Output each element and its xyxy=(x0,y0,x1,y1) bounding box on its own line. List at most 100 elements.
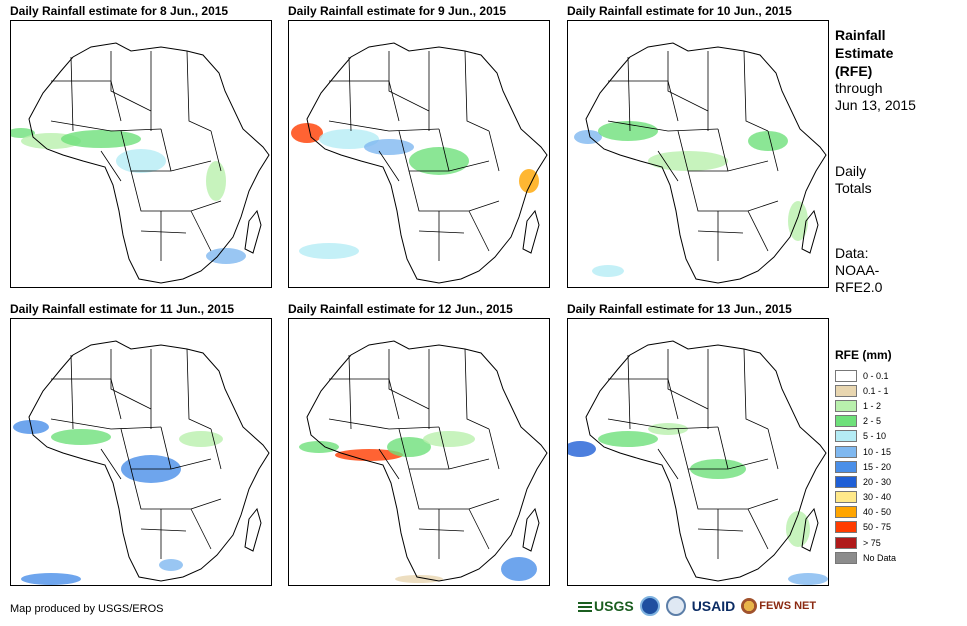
rainfall-area xyxy=(395,575,443,583)
country-border xyxy=(130,468,222,510)
rainfall-area xyxy=(598,431,658,447)
country-border xyxy=(186,50,212,132)
country-border xyxy=(140,230,187,234)
legend-swatch xyxy=(835,460,857,473)
legend-swatch xyxy=(835,369,857,382)
rainfall-map xyxy=(567,20,829,288)
through-date: Jun 13, 2015 xyxy=(835,97,916,113)
rainfall-area xyxy=(335,449,403,461)
credit-text: Map produced by USGS/EROS xyxy=(10,603,164,615)
country-border xyxy=(186,348,212,430)
legend-label: 50 - 75 xyxy=(863,522,892,533)
madagascar-outline xyxy=(244,507,262,552)
country-border xyxy=(717,128,729,172)
coastline xyxy=(585,340,827,582)
sidebar-data-source: Data: NOAA- RFE2.0 xyxy=(835,245,882,296)
legend-title: RFE (mm) xyxy=(835,348,892,362)
country-border xyxy=(747,508,769,550)
rainfall-area xyxy=(206,248,246,264)
madagascar-outline xyxy=(801,209,819,254)
through-label: through xyxy=(835,80,883,96)
legend-label: > 75 xyxy=(863,537,881,548)
country-border xyxy=(160,426,172,470)
legend-item: 5 - 10 xyxy=(835,429,896,444)
data-line: RFE2.0 xyxy=(835,279,883,295)
country-border xyxy=(328,120,440,132)
legend-swatch xyxy=(835,551,857,564)
country-border xyxy=(607,120,719,132)
rainfall-area xyxy=(519,169,539,193)
rainfall-area xyxy=(291,123,323,143)
data-line: NOAA- xyxy=(835,262,880,278)
country-border xyxy=(378,448,400,480)
legend-label: 1 - 2 xyxy=(863,400,882,411)
country-border xyxy=(767,130,779,172)
country-border xyxy=(398,130,490,172)
country-border xyxy=(677,130,769,172)
country-border xyxy=(657,448,679,480)
country-border xyxy=(51,80,122,122)
country-border xyxy=(438,426,450,470)
usgs-wave-icon xyxy=(578,600,592,612)
rainfall-area xyxy=(299,441,339,453)
country-border xyxy=(51,378,122,420)
legend-label: 20 - 30 xyxy=(863,476,892,487)
logo-strip: USGS USAID FEWS NET xyxy=(578,596,816,616)
legend-label: 2 - 5 xyxy=(863,416,882,427)
panel-title: Daily Rainfall estimate for 12 Jun., 201… xyxy=(288,302,513,316)
country-border xyxy=(743,50,769,132)
map-graphic xyxy=(11,42,270,284)
country-border xyxy=(488,428,500,470)
country-border xyxy=(468,210,490,252)
rainfall-area xyxy=(592,265,624,277)
rainfall-area xyxy=(21,573,81,585)
country-border xyxy=(438,128,450,172)
fews-net-logo: FEWS NET xyxy=(741,598,816,614)
title-line: (RFE) xyxy=(835,63,873,79)
country-border xyxy=(608,378,679,420)
country-border xyxy=(110,349,152,410)
rainfall-area xyxy=(51,429,111,445)
country-border xyxy=(488,130,500,172)
country-border xyxy=(328,418,440,430)
rainfall-area xyxy=(206,161,226,201)
legend-label: 5 - 10 xyxy=(863,431,887,442)
legend-item: > 75 xyxy=(835,535,896,550)
rainfall-area xyxy=(786,511,810,547)
country-border xyxy=(190,210,212,252)
legend-item: 40 - 50 xyxy=(835,505,896,520)
country-border xyxy=(464,50,490,132)
country-border xyxy=(110,51,152,112)
panel-title: Daily Rainfall estimate for 8 Jun., 2015 xyxy=(10,4,229,18)
map-graphic xyxy=(299,340,548,583)
legend-label: 15 - 20 xyxy=(863,461,892,472)
rainfall-map xyxy=(10,20,272,288)
country-border xyxy=(378,150,400,182)
country-border xyxy=(667,349,709,410)
country-border xyxy=(348,56,352,132)
country-border xyxy=(329,80,400,122)
country-border xyxy=(607,418,719,430)
rainfall-area xyxy=(501,557,537,581)
coastline xyxy=(306,42,548,284)
noaa-logo xyxy=(639,596,660,616)
legend-item: 1 - 2 xyxy=(835,398,896,413)
rainfall-map xyxy=(10,318,272,586)
country-border xyxy=(747,210,769,252)
country-border xyxy=(677,428,769,470)
country-border xyxy=(210,428,222,470)
country-border xyxy=(210,130,222,172)
legend-item: No Data xyxy=(835,550,896,565)
country-border xyxy=(100,150,122,182)
country-border xyxy=(418,528,465,532)
panel-title: Daily Rainfall estimate for 13 Jun., 201… xyxy=(567,302,792,316)
country-border xyxy=(120,428,212,470)
rainfall-area xyxy=(788,201,808,241)
legend-item: 30 - 40 xyxy=(835,490,896,505)
country-border xyxy=(190,508,212,550)
madagascar-outline xyxy=(522,209,540,254)
legend-item: 10 - 15 xyxy=(835,444,896,459)
country-border xyxy=(687,170,779,212)
map-graphic xyxy=(574,42,827,284)
country-border xyxy=(329,378,400,420)
